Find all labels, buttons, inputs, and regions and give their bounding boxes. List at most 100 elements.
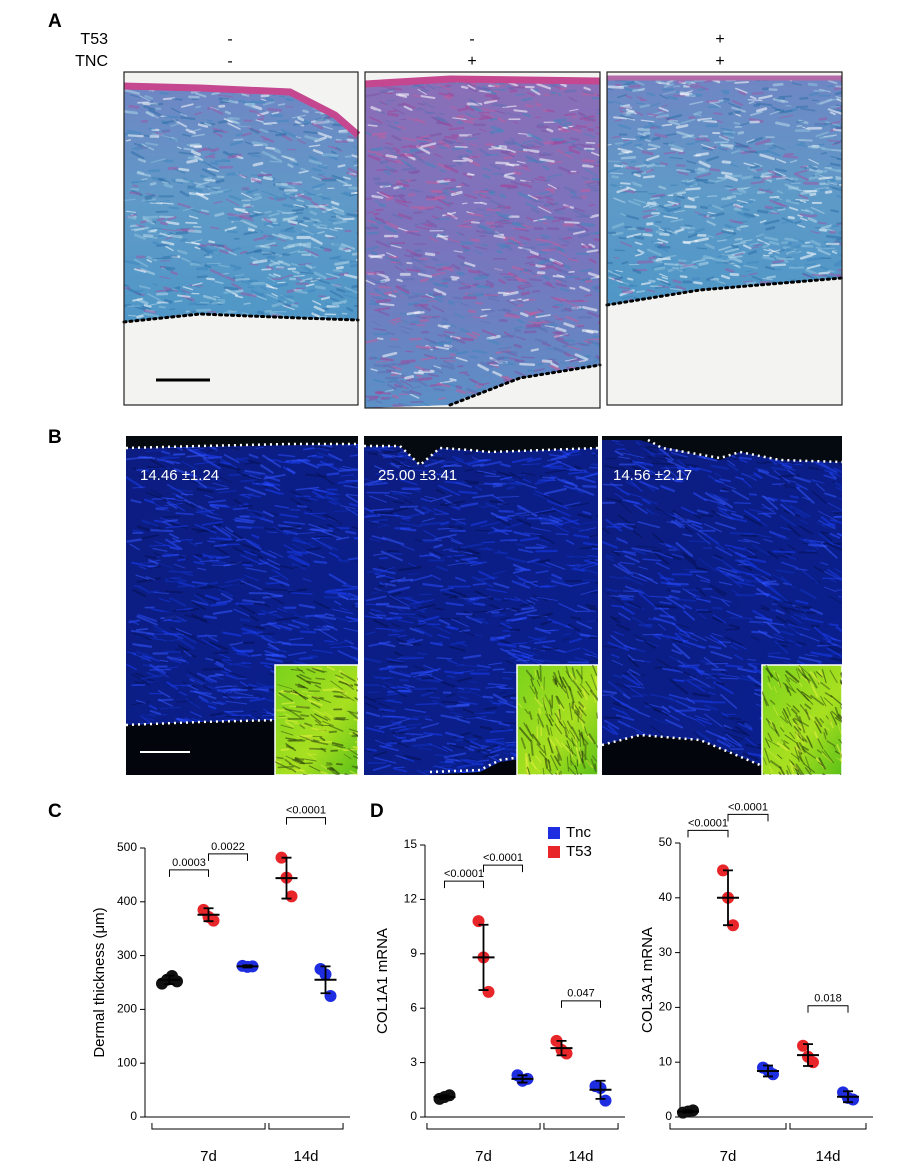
texture-stroke	[766, 149, 781, 157]
texture-stroke	[417, 619, 427, 624]
texture-stroke	[519, 536, 540, 542]
texture-stroke	[434, 607, 444, 611]
texture-stroke	[724, 544, 748, 551]
texture-stroke	[134, 258, 149, 268]
texture-stroke	[448, 743, 469, 750]
texture-stroke	[371, 194, 384, 199]
texture-stroke	[550, 362, 559, 369]
texture-stroke	[620, 241, 633, 248]
texture-stroke	[520, 312, 529, 318]
texture-stroke	[162, 119, 179, 125]
texture-stroke	[195, 105, 202, 109]
texture-stroke	[614, 492, 624, 499]
texture-stroke	[551, 83, 561, 90]
texture-stroke	[708, 492, 729, 502]
texture-stroke	[670, 147, 684, 153]
texture-stroke	[455, 231, 463, 236]
texture-stroke	[744, 724, 752, 730]
texture-stroke	[464, 266, 471, 270]
texture-stroke	[493, 746, 514, 751]
texture-stroke	[503, 174, 516, 180]
texture-stroke	[295, 205, 308, 209]
texture-stroke	[312, 311, 322, 317]
texture-stroke	[582, 542, 598, 547]
texture-stroke	[239, 250, 248, 255]
texture-stroke	[406, 638, 416, 642]
texture-stroke	[509, 510, 525, 519]
texture-stroke	[449, 378, 457, 382]
texture-stroke	[561, 343, 576, 348]
texture-stroke	[531, 289, 540, 293]
texture-stroke	[820, 224, 833, 230]
texture-stroke	[170, 123, 180, 127]
texture-stroke	[451, 518, 466, 521]
texture-stroke	[584, 559, 598, 566]
texture-stroke	[578, 527, 597, 532]
texture-stroke	[400, 671, 419, 680]
texture-stroke	[503, 308, 511, 313]
texture-stroke	[400, 329, 409, 335]
texture-stroke	[677, 171, 689, 176]
texture-stroke	[715, 546, 733, 557]
texture-stroke	[261, 190, 273, 195]
dotted-boundary	[122, 312, 360, 324]
texture-stroke	[415, 226, 430, 231]
texture-stroke	[212, 108, 224, 115]
texture-stroke	[306, 193, 317, 197]
texture-stroke	[618, 594, 635, 598]
texture-stroke	[413, 603, 436, 612]
texture-stroke	[132, 184, 139, 188]
texture-stroke	[410, 171, 419, 175]
texture-stroke	[270, 113, 284, 118]
texture-stroke	[634, 80, 645, 86]
texture-stroke	[602, 690, 618, 695]
texture-stroke	[194, 246, 201, 250]
texture-stroke	[375, 280, 386, 283]
texture-stroke	[553, 334, 561, 338]
texture-stroke	[641, 497, 658, 505]
texture-stroke	[403, 230, 420, 233]
texture-stroke	[368, 452, 383, 456]
texture-stroke	[622, 674, 641, 687]
texture-stroke	[417, 272, 433, 278]
texture-stroke	[293, 122, 309, 126]
texture-stroke	[397, 362, 410, 366]
texture-stroke	[788, 206, 799, 211]
texture-stroke	[830, 657, 842, 662]
texture-stroke	[776, 569, 795, 574]
texture-stroke	[799, 200, 807, 203]
texture-stroke	[262, 100, 275, 106]
texture-stroke	[311, 176, 322, 181]
texture-stroke	[273, 196, 288, 200]
texture-stroke	[772, 636, 784, 642]
texture-stroke	[678, 632, 698, 642]
texture-stroke	[438, 484, 461, 496]
texture-stroke	[808, 466, 825, 471]
texture-stroke	[196, 275, 208, 279]
texture-stroke	[150, 158, 166, 163]
texture-stroke	[840, 139, 842, 147]
texture-stroke	[321, 203, 329, 207]
texture-stroke	[421, 722, 440, 729]
texture-stroke	[682, 640, 706, 649]
texture-stroke	[677, 259, 687, 262]
texture-stroke	[354, 192, 358, 195]
texture-stroke	[237, 125, 251, 128]
texture-stroke	[658, 185, 667, 190]
texture-stroke	[580, 634, 591, 638]
texture-stroke	[250, 154, 261, 158]
texture-stroke	[414, 378, 428, 387]
texture-stroke	[430, 574, 442, 581]
texture-stroke	[779, 114, 794, 119]
texture-stroke	[229, 140, 243, 147]
texture-stroke	[461, 202, 468, 205]
texture-stroke	[188, 215, 199, 220]
texture-stroke	[469, 143, 477, 146]
texture-stroke	[614, 276, 624, 281]
texture-stroke	[457, 701, 478, 705]
texture-stroke	[815, 483, 825, 492]
texture-stroke	[384, 120, 392, 123]
texture-stroke	[834, 567, 842, 574]
texture-stroke	[209, 190, 224, 195]
texture-stroke	[438, 618, 451, 626]
